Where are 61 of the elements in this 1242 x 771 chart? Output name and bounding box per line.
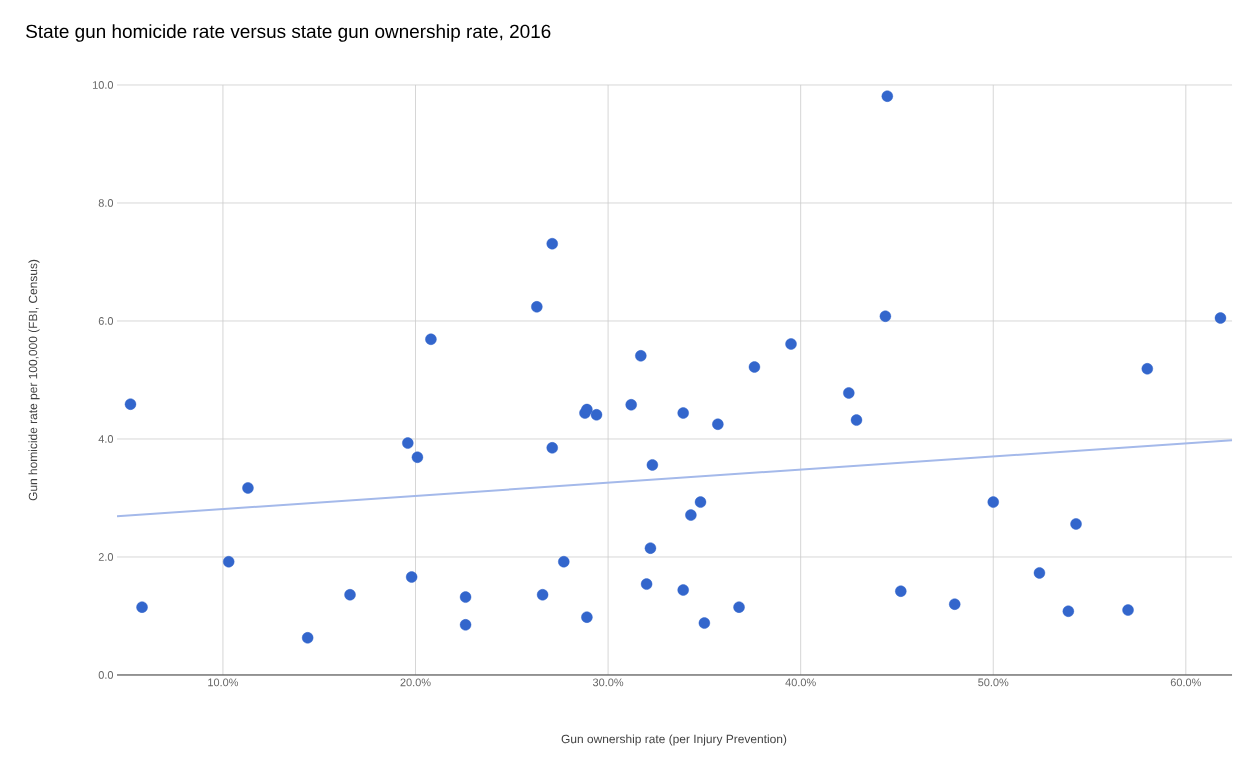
point (536, 589, 549, 601)
point (546, 237, 558, 250)
point (531, 301, 543, 313)
point (1122, 604, 1134, 616)
point (1141, 363, 1153, 375)
point (1062, 605, 1075, 617)
point (459, 591, 472, 603)
point (677, 584, 689, 596)
y-axis-title: Gun homicide rate per 100,000 (FBI, Census) (28, 259, 40, 501)
point (242, 482, 254, 494)
y-tick-label: 0.0 (98, 671, 114, 679)
point (425, 333, 437, 345)
point (136, 601, 148, 613)
point (677, 407, 689, 419)
point (625, 399, 637, 411)
point (402, 437, 414, 449)
point (685, 509, 697, 521)
point (881, 90, 894, 102)
point (640, 578, 653, 590)
point (712, 418, 724, 430)
x-tick-label: 10.0% (208, 678, 239, 687)
point (590, 409, 603, 421)
point (635, 350, 647, 362)
x-tick-label: 40.0% (785, 678, 816, 687)
point (124, 398, 137, 410)
point (694, 496, 707, 508)
point (581, 611, 593, 623)
point (411, 451, 424, 463)
point (895, 585, 907, 597)
x-tick-label: 30.0% (592, 678, 624, 687)
point (987, 496, 999, 508)
point (646, 459, 659, 471)
x-tick-label: 20.0% (400, 678, 431, 687)
point (733, 601, 745, 613)
point (785, 338, 797, 350)
point (850, 414, 863, 426)
point (949, 598, 961, 610)
point (748, 361, 761, 373)
y-tick-label: 6.0 (98, 317, 114, 325)
point (644, 542, 657, 554)
point (344, 589, 356, 601)
x-tick-label: 60.0% (1170, 678, 1201, 687)
point (223, 556, 235, 568)
y-tick-label: 2.0 (98, 553, 114, 561)
point (301, 632, 314, 644)
chart-title: State gun homicide rate versus state gun ownership rate, 2016 (26, 24, 551, 42)
point (459, 619, 472, 631)
y-tick-label: 10.0 (92, 81, 114, 89)
x-tick-label: 50.0% (978, 678, 1009, 687)
point (1214, 312, 1227, 324)
y-tick-label: 8.0 (98, 199, 114, 207)
point (1070, 518, 1082, 530)
x-axis-title: Gun ownership rate (per Injury Prevention) (561, 734, 787, 746)
point (698, 617, 711, 629)
point (843, 387, 855, 399)
point (405, 571, 418, 583)
point (558, 556, 570, 568)
y-tick-label: 4.0 (98, 435, 114, 443)
point (1033, 567, 1046, 579)
point (879, 310, 892, 322)
point (546, 442, 558, 454)
